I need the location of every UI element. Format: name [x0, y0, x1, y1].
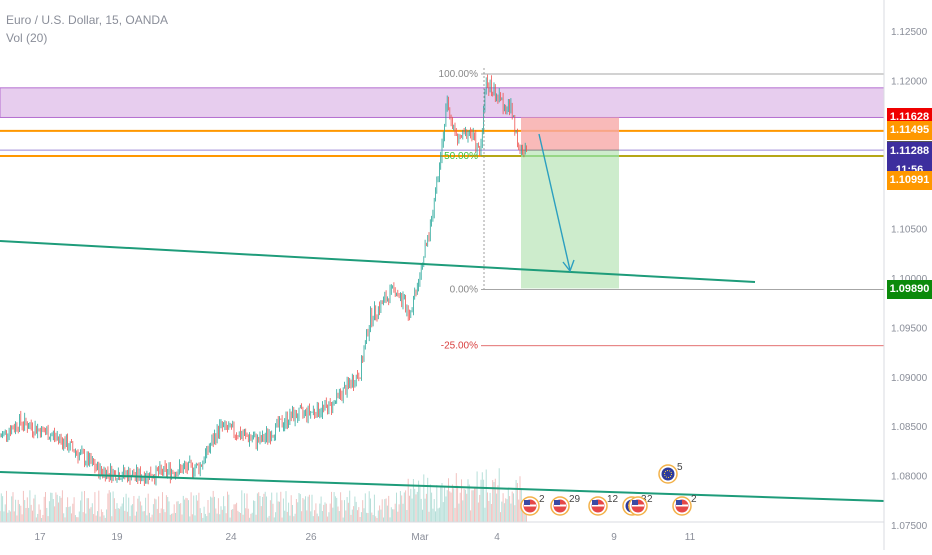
- fib-level-label: 0.00%: [450, 284, 478, 295]
- eu-stars: [664, 470, 672, 478]
- chart-legend: Euro / U.S. Dollar, 15, OANDA Vol (20): [6, 11, 168, 47]
- resistance-zone: [0, 87, 885, 118]
- time-tick-label: 26: [305, 532, 317, 543]
- flag-stripe: [554, 504, 566, 507]
- event-count: 5: [677, 462, 683, 473]
- stop-loss-zone: [521, 117, 619, 151]
- time-tick-label: 4: [494, 532, 500, 543]
- flag-canton: [554, 500, 560, 505]
- event-count: 2: [691, 494, 697, 505]
- price-tick-label: 1.10000: [891, 274, 928, 285]
- lower-trendline: [0, 471, 885, 502]
- flag-stripe: [592, 504, 604, 507]
- candles: [0, 74, 527, 486]
- time-tick-label: 9: [611, 532, 617, 543]
- fib-level-label: 50.00%: [444, 151, 478, 162]
- flag-canton: [632, 500, 638, 505]
- symbol-title: Euro / U.S. Dollar, 15, OANDA: [6, 13, 169, 27]
- fib-level-label: 100.00%: [439, 69, 479, 80]
- event-count: 12: [607, 494, 619, 505]
- flag-stripe: [632, 504, 644, 507]
- volume-indicator-label: Vol (20): [6, 31, 48, 45]
- price-tag: 1.09890: [887, 279, 932, 299]
- price-tick-label: 1.12500: [891, 27, 928, 38]
- price-tick-label: 1.09000: [891, 373, 928, 384]
- projection-arrow-head: [562, 259, 575, 273]
- price-tick-label: 1.09500: [891, 323, 928, 334]
- flag-canton: [524, 500, 530, 505]
- price-tick-label: 1.07500: [891, 521, 928, 532]
- flag-stripe: [524, 504, 536, 507]
- price-tick-label: 1.10500: [891, 225, 928, 236]
- volume-bars: [0, 468, 527, 522]
- eu-flag-icon: [661, 467, 675, 481]
- time-tick-label: Mar: [411, 532, 429, 543]
- price-tag: 1.11495: [887, 121, 932, 141]
- flag-stripe: [676, 504, 688, 507]
- projection-arrow-line: [538, 133, 571, 271]
- time-tick-label: 11: [685, 532, 696, 543]
- economic-event-marker: 2: [672, 494, 697, 516]
- upper-trendline: [0, 240, 756, 283]
- take-profit-zone: [521, 150, 619, 289]
- fib-level-label: -25.00%: [441, 341, 478, 352]
- time-tick-label: 19: [111, 532, 123, 543]
- flag-canton: [592, 500, 598, 505]
- time-tick-label: 17: [34, 532, 46, 543]
- economic-event-marker: 5: [658, 462, 683, 484]
- economic-event-marker: 29: [550, 494, 581, 516]
- flag-canton: [676, 500, 682, 505]
- time-tick-label: 24: [225, 532, 237, 543]
- economic-event-marker: 2: [628, 494, 653, 516]
- price-tick-label: 1.08000: [891, 472, 928, 483]
- event-count: 2: [647, 494, 653, 505]
- event-count: 2: [539, 494, 545, 505]
- event-count: 29: [569, 494, 581, 505]
- economic-event-marker: 2: [520, 494, 545, 516]
- price-tick-label: 1.08500: [891, 422, 928, 433]
- price-tag: 1.10991: [887, 171, 932, 191]
- economic-event-marker: 12: [588, 494, 619, 516]
- price-tag: 1.11288: [887, 141, 932, 161]
- price-tick-label: 1.12000: [891, 76, 928, 87]
